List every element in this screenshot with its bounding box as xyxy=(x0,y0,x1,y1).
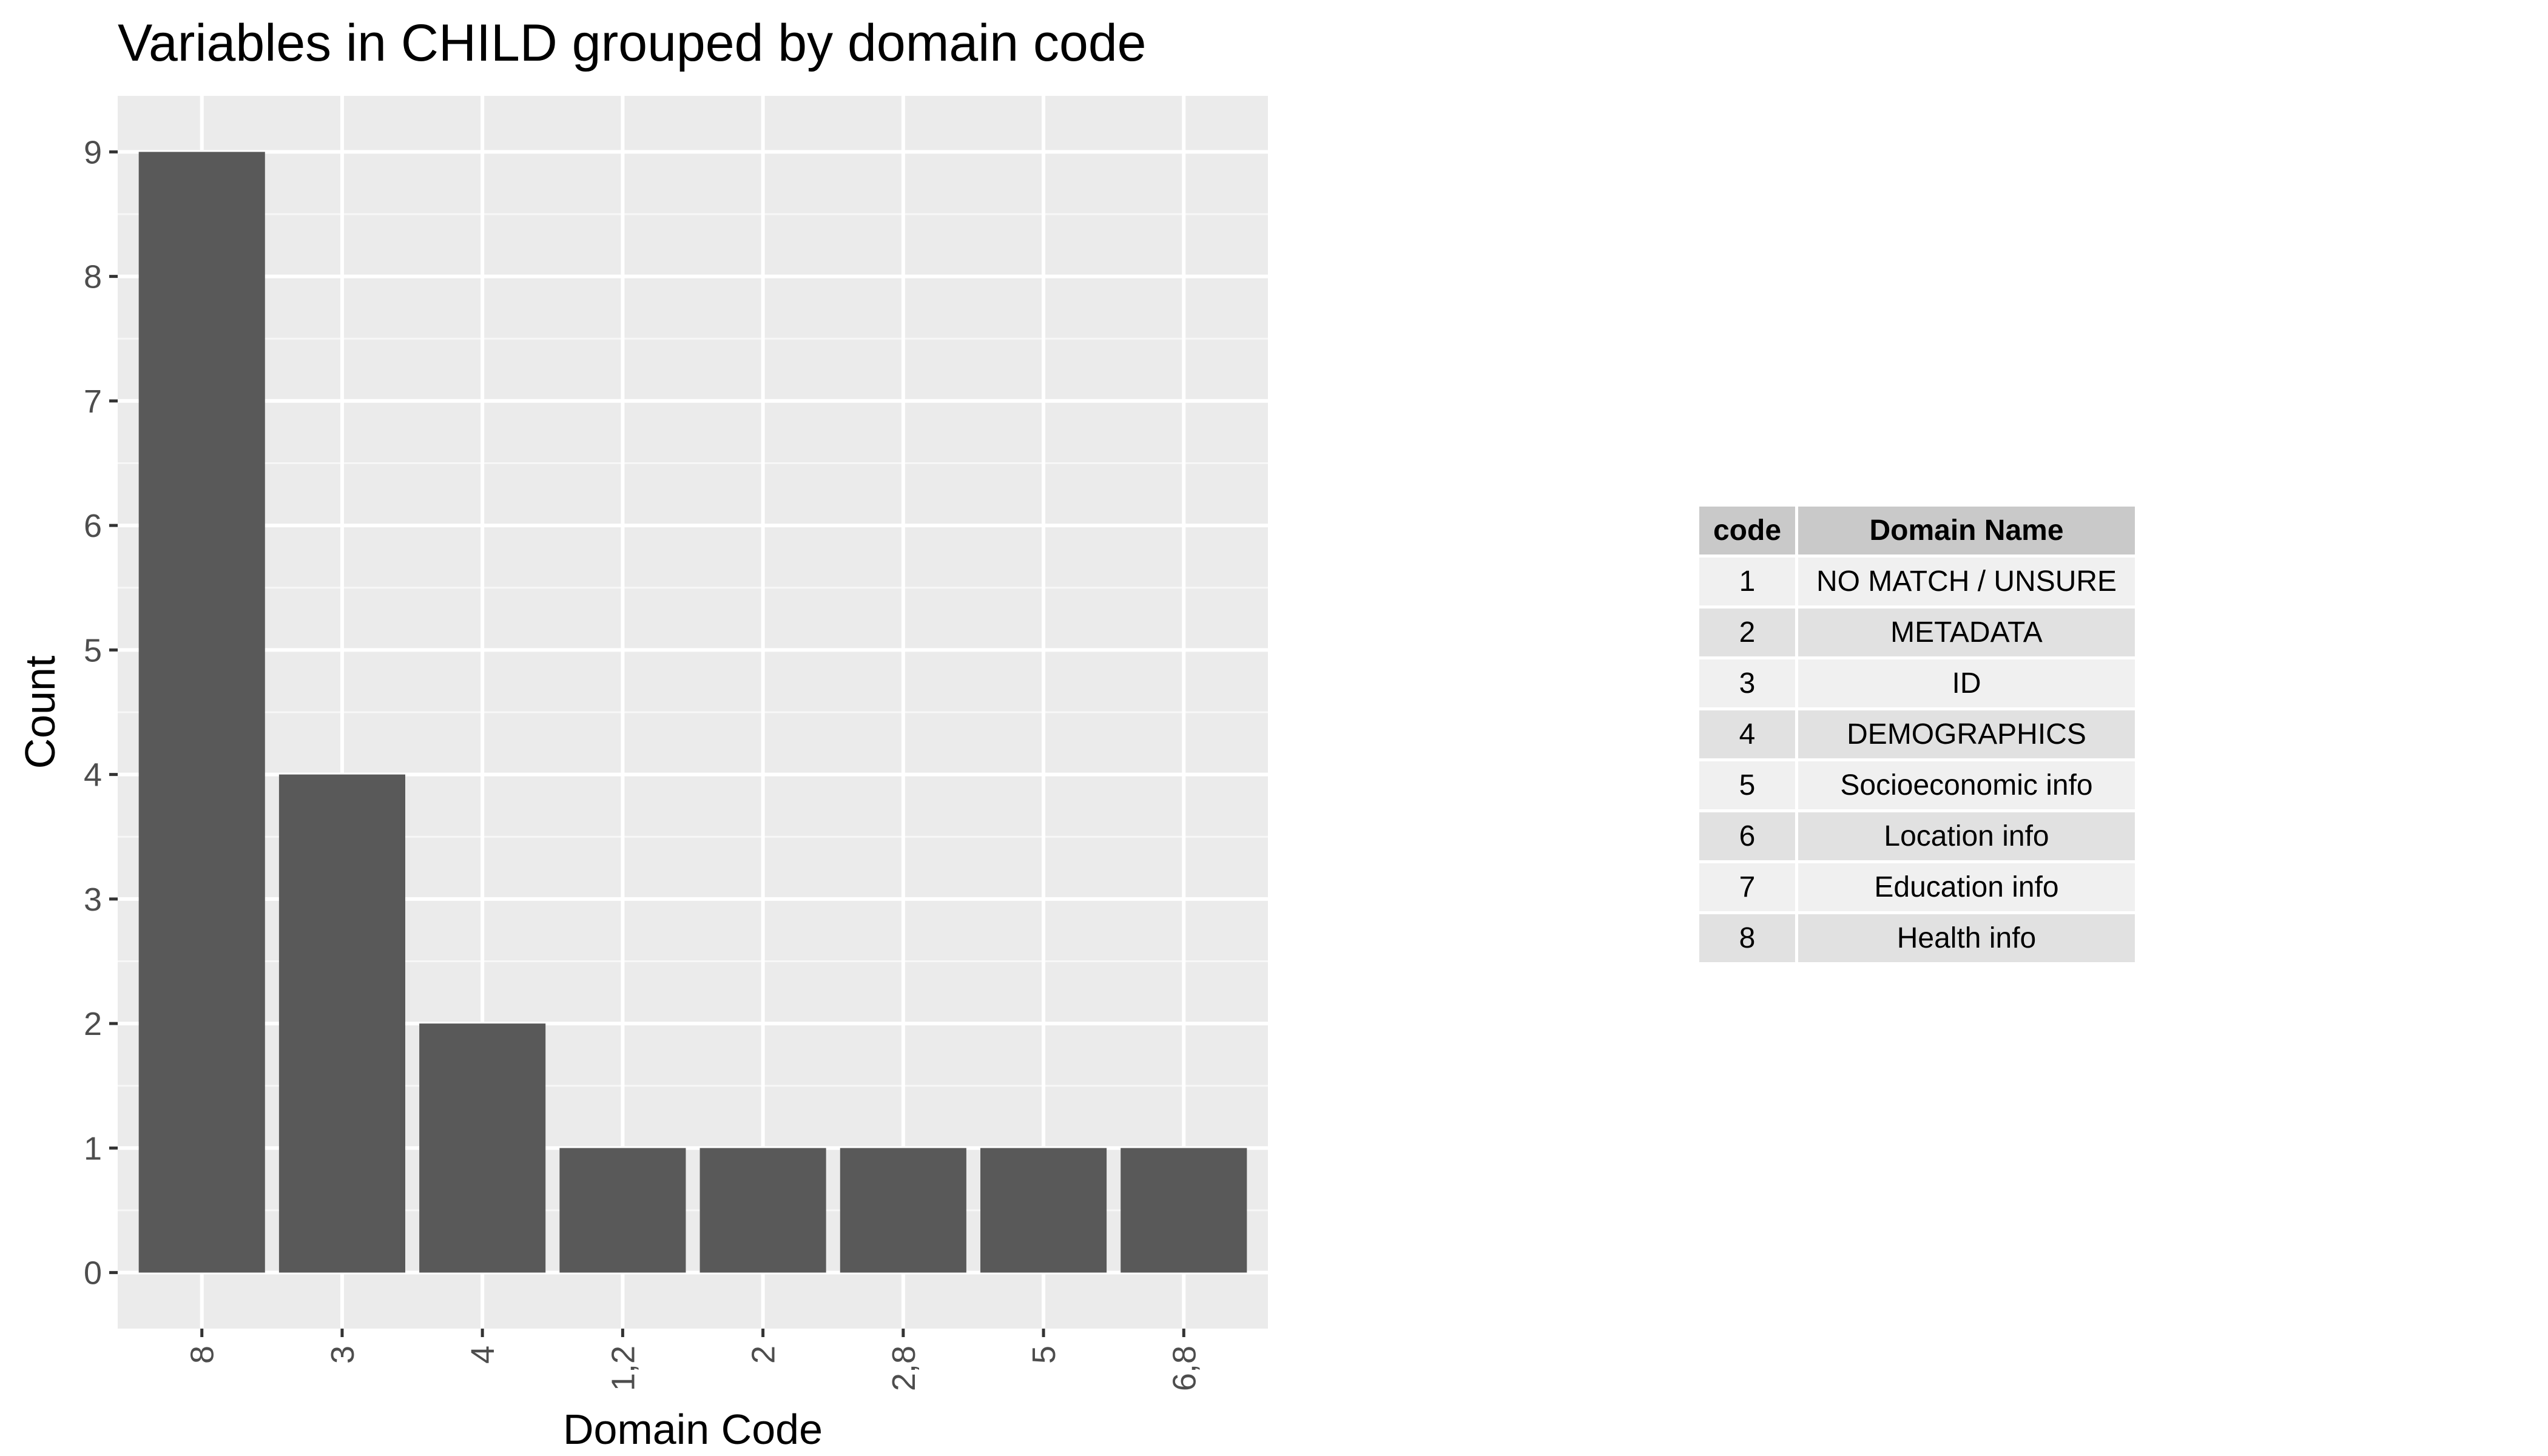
x-axis: 8 3 4 1,2 2 2,8 5 6,8 xyxy=(184,1329,1202,1391)
column-header-code: code xyxy=(1699,507,1795,554)
y-axis: 0 1 2 3 4 5 6 7 8 9 xyxy=(84,134,118,1292)
x-tick-label: 6,8 xyxy=(1166,1346,1202,1391)
table-cell-domain-name: Health info xyxy=(1798,914,2135,962)
y-tick-label: 9 xyxy=(84,134,102,170)
y-tick-label: 5 xyxy=(84,632,102,669)
y-tick-label: 3 xyxy=(84,881,102,918)
chart-title: Variables in CHILD grouped by domain cod… xyxy=(118,14,1146,72)
table-row: 8 Health info xyxy=(1699,914,2135,962)
table-cell-domain-name: Socioeconomic info xyxy=(1798,761,2135,809)
table-row: 7 Education info xyxy=(1699,863,2135,911)
table-row: 5 Socioeconomic info xyxy=(1699,761,2135,809)
table-cell-domain-name: METADATA xyxy=(1798,608,2135,656)
table-cell-domain-name: Location info xyxy=(1798,812,2135,860)
table-row: 2 METADATA xyxy=(1699,608,2135,656)
table-cell-code: 6 xyxy=(1699,812,1795,860)
y-axis-title: Count xyxy=(16,656,64,769)
table-cell-domain-name: Education info xyxy=(1798,863,2135,911)
domain-code-table: code Domain Name 1 NO MATCH / UNSURE 2 M… xyxy=(1696,504,2138,965)
table-row: 4 DEMOGRAPHICS xyxy=(1699,710,2135,758)
bar xyxy=(840,1148,966,1273)
table-header-row: code Domain Name xyxy=(1699,507,2135,554)
bar xyxy=(699,1148,826,1273)
y-tick-label: 7 xyxy=(84,383,102,420)
table-cell-domain-name: ID xyxy=(1798,659,2135,707)
y-tick-label: 4 xyxy=(84,757,102,794)
bar xyxy=(559,1148,686,1273)
table-row: 1 NO MATCH / UNSURE xyxy=(1699,558,2135,605)
y-tick-label: 1 xyxy=(84,1130,102,1167)
bar-chart: Variables in CHILD grouped by domain cod… xyxy=(16,14,1268,1453)
x-axis-title: Domain Code xyxy=(563,1406,823,1453)
x-tick-label: 4 xyxy=(465,1346,501,1364)
table-cell-code: 4 xyxy=(1699,710,1795,758)
column-header-domain-name: Domain Name xyxy=(1798,507,2135,554)
x-tick-label: 5 xyxy=(1026,1346,1062,1364)
bar xyxy=(1121,1148,1247,1273)
bar xyxy=(278,774,405,1273)
x-tick-label: 2,8 xyxy=(886,1346,922,1391)
x-tick-label: 8 xyxy=(184,1346,221,1364)
table-cell-code: 5 xyxy=(1699,761,1795,809)
table-cell-code: 8 xyxy=(1699,914,1795,962)
y-tick-label: 2 xyxy=(84,1006,102,1042)
x-tick-label: 3 xyxy=(325,1346,361,1364)
table-row: 3 ID xyxy=(1699,659,2135,707)
table-cell-code: 1 xyxy=(1699,558,1795,605)
y-tick-label: 0 xyxy=(84,1255,102,1292)
table-cell-code: 3 xyxy=(1699,659,1795,707)
y-tick-label: 8 xyxy=(84,259,102,295)
table-row: 6 Location info xyxy=(1699,812,2135,860)
table-cell-domain-name: NO MATCH / UNSURE xyxy=(1798,558,2135,605)
x-tick-label: 1,2 xyxy=(605,1346,641,1391)
table-cell-domain-name: DEMOGRAPHICS xyxy=(1798,710,2135,758)
x-tick-label: 2 xyxy=(746,1346,782,1364)
table-cell-code: 2 xyxy=(1699,608,1795,656)
table-cell-code: 7 xyxy=(1699,863,1795,911)
bar xyxy=(138,152,265,1273)
bar xyxy=(419,1023,546,1273)
bar xyxy=(980,1148,1107,1273)
y-tick-label: 6 xyxy=(84,508,102,544)
bars xyxy=(138,152,1247,1273)
